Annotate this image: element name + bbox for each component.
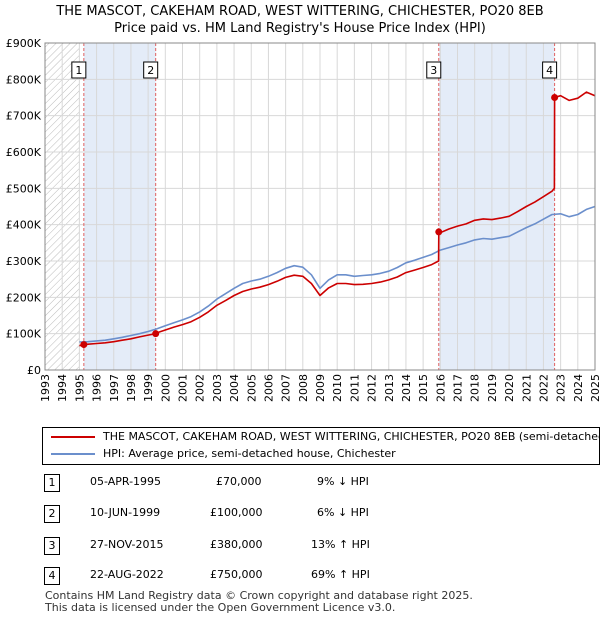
- x-tick-label: 2011: [348, 374, 361, 402]
- x-tick-label: 2008: [297, 374, 310, 402]
- legend-label-hpi: HPI: Average price, semi-detached house,…: [103, 447, 396, 460]
- y-tick-label: £100K: [6, 328, 42, 341]
- title-line-2: Price paid vs. HM Land Registry's House …: [114, 21, 486, 36]
- x-tick-label: 2021: [520, 374, 533, 402]
- x-tick-label: 2000: [159, 374, 172, 402]
- y-tick-label: £200K: [6, 291, 42, 304]
- row-hpi: 69% ↑ HPI: [311, 568, 370, 581]
- x-tick-label: 2006: [262, 374, 275, 402]
- sale-point: [80, 341, 88, 349]
- x-tick-label: 2013: [383, 374, 396, 402]
- x-tick-label: 2007: [280, 374, 293, 402]
- row-price: £100,000: [210, 506, 263, 519]
- y-tick-label: £300K: [6, 255, 42, 268]
- y-tick-label: £600K: [6, 146, 42, 159]
- x-tick-label: 2005: [245, 374, 258, 402]
- row-hpi: 6% ↓ HPI: [317, 506, 369, 519]
- footer-line-1: Contains HM Land Registry data © Crown c…: [45, 589, 473, 602]
- y-tick-label: £800K: [6, 73, 42, 86]
- x-tick-label: 1993: [39, 374, 52, 402]
- row-date: 22-AUG-2022: [90, 568, 164, 581]
- x-tick-label: 2014: [400, 374, 413, 402]
- x-tick-label: 2024: [572, 374, 585, 402]
- row-badge: 2: [44, 505, 60, 523]
- sale-marker-label: 1: [75, 64, 82, 77]
- x-tick-label: 2016: [434, 374, 447, 402]
- x-tick-label: 1994: [56, 374, 69, 402]
- sale-point: [435, 228, 443, 236]
- x-tick-label: 2022: [537, 374, 550, 402]
- x-tick-label: 2009: [314, 374, 327, 402]
- sale-marker-label: 4: [546, 64, 553, 77]
- y-tick-label: £400K: [6, 219, 42, 232]
- sale-point: [152, 330, 160, 338]
- ownership-shade: [83, 43, 156, 370]
- row-price: £70,000: [216, 475, 262, 488]
- x-tick-label: 2019: [486, 374, 499, 402]
- chart-title: THE MASCOT, CAKEHAM ROAD, WEST WITTERING…: [0, 3, 600, 37]
- x-tick-label: 2012: [366, 374, 379, 402]
- legend: THE MASCOT, CAKEHAM ROAD, WEST WITTERING…: [42, 427, 600, 465]
- legend-label-property: THE MASCOT, CAKEHAM ROAD, WEST WITTERING…: [103, 430, 600, 443]
- row-hpi: 9% ↓ HPI: [317, 475, 369, 488]
- x-tick-label: 2023: [555, 374, 568, 402]
- plot-border: [44, 42, 596, 371]
- sale-marker-box: [542, 61, 558, 79]
- x-tick-label: 2004: [228, 374, 241, 402]
- footer-line-2: This data is licensed under the Open Gov…: [45, 601, 396, 614]
- row-date: 05-APR-1995: [90, 475, 162, 488]
- x-tick-label: 2020: [503, 374, 516, 402]
- sale-marker-label: 3: [430, 64, 437, 77]
- title-line-1: THE MASCOT, CAKEHAM ROAD, WEST WITTERING…: [56, 4, 544, 19]
- y-tick-label: £900K: [6, 37, 42, 50]
- row-badge: 3: [44, 537, 60, 555]
- y-tick-label: £500K: [6, 182, 42, 195]
- sale-point: [551, 94, 559, 101]
- x-tick-label: 2018: [469, 374, 482, 402]
- x-tick-label: 2003: [211, 374, 224, 402]
- x-tick-label: 2002: [194, 374, 207, 402]
- x-tick-label: 2025: [589, 374, 600, 402]
- x-tick-label: 1997: [108, 374, 121, 402]
- sale-marker-label: 2: [147, 64, 154, 77]
- x-tick-label: 1998: [125, 374, 138, 402]
- x-tick-label: 1999: [142, 374, 155, 402]
- row-date: 27-NOV-2015: [90, 538, 164, 551]
- x-tick-label: 2001: [177, 374, 190, 402]
- x-tick-label: 2017: [452, 374, 465, 402]
- sale-marker-box: [426, 61, 442, 79]
- price-chart: £0 £100K £200K £300K £400K £500K £600K £700K £80…: [6, 37, 600, 402]
- row-price: £380,000: [210, 538, 263, 551]
- row-badge: 4: [44, 567, 60, 585]
- sale-marker-box: [71, 61, 87, 79]
- row-date: 10-JUN-1999: [90, 506, 161, 519]
- x-tick-label: 2010: [331, 374, 344, 402]
- row-badge: 1: [44, 474, 60, 492]
- x-tick-label: 1996: [91, 374, 104, 402]
- y-tick-label: £700K: [6, 110, 42, 123]
- row-price: £750,000: [210, 568, 263, 581]
- x-tick-label: 2015: [417, 374, 430, 402]
- hpi-series-line: [79, 205, 596, 343]
- property-line-swatch: [51, 436, 95, 438]
- footer: Contains HM Land Registry data © Crown c…: [45, 590, 473, 614]
- sale-marker-box: [143, 61, 159, 79]
- ownership-shade: [438, 43, 555, 370]
- hpi-line-swatch: [51, 453, 95, 455]
- y-tick-label: £0: [27, 364, 41, 377]
- row-hpi: 13% ↑ HPI: [311, 538, 370, 551]
- x-tick-label: 1995: [73, 374, 86, 402]
